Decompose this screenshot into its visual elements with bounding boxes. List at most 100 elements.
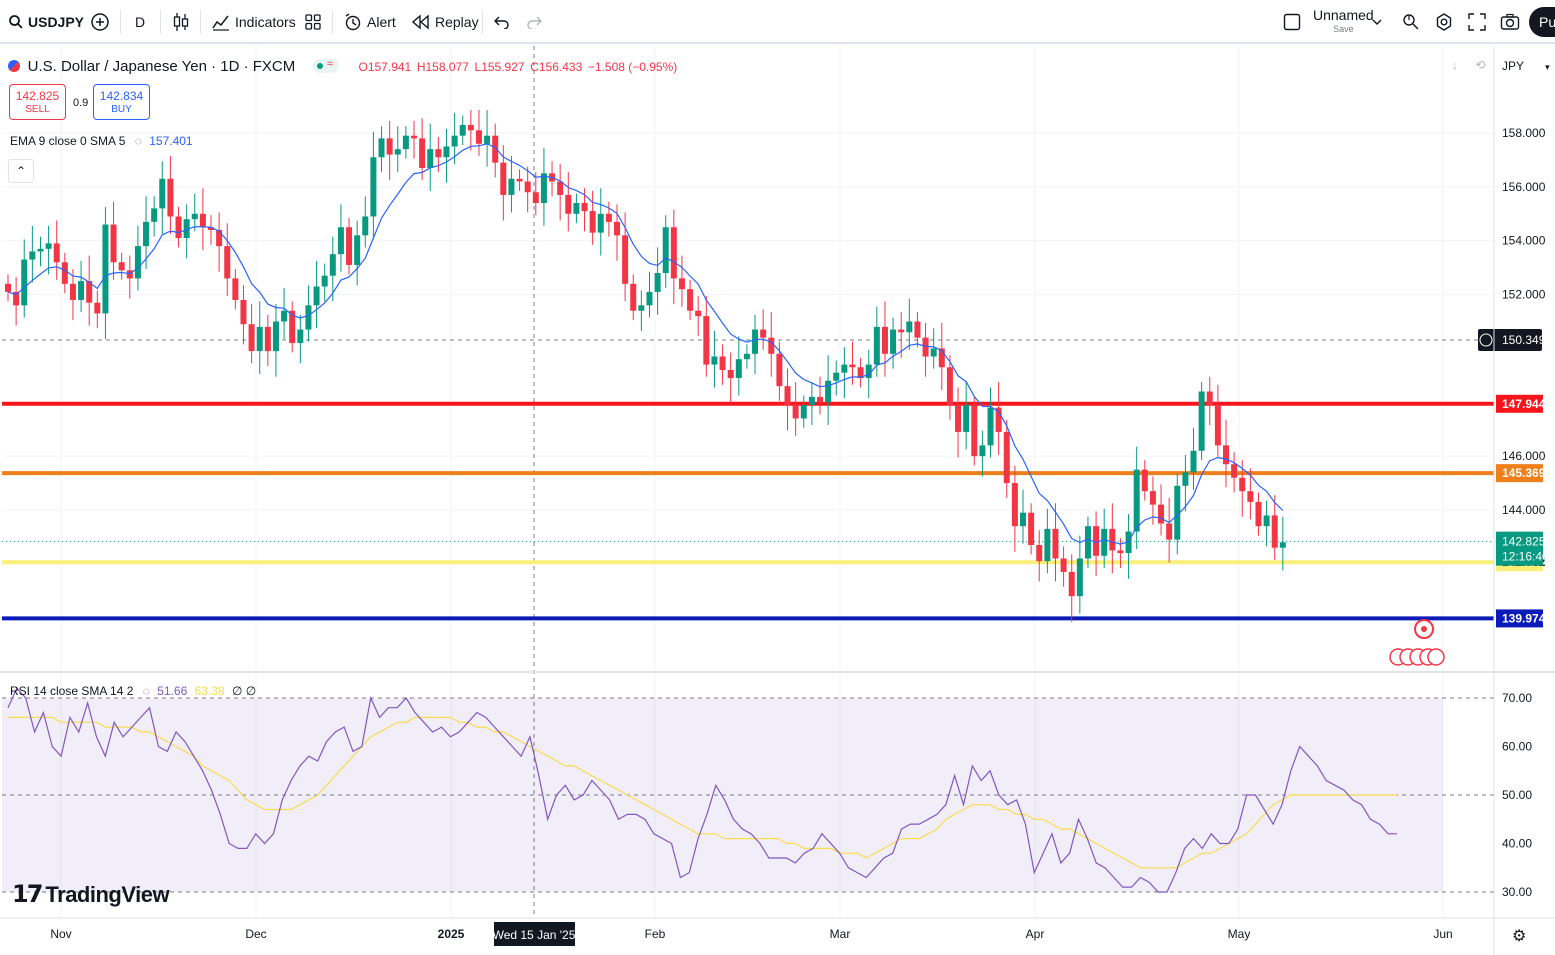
candle-body — [1076, 558, 1083, 597]
candle-body — [557, 181, 564, 195]
alert-button[interactable]: Alert — [344, 0, 396, 44]
candle-body — [1174, 485, 1181, 540]
candle-body — [938, 348, 945, 368]
snapshot-button[interactable] — [1500, 0, 1520, 44]
candle-body — [792, 404, 799, 419]
currency-selector[interactable]: JPY ▾ — [1502, 59, 1550, 73]
rsi-band — [2, 697, 1494, 893]
candle-body — [1198, 391, 1205, 451]
axes: 158.000 156.000 154.000 152.000 146.000 144.0… — [0, 46, 1555, 955]
sell-label: SELL — [25, 104, 50, 115]
toolbar-divider — [482, 10, 483, 34]
candle-body — [1117, 550, 1124, 554]
candle-body — [484, 135, 491, 144]
interval-button[interactable]: D — [135, 0, 145, 44]
level-label: 139.974 — [1502, 611, 1546, 625]
candle-body — [337, 227, 344, 255]
candle-body — [370, 157, 377, 217]
candle-body — [614, 221, 620, 236]
quick-search-button[interactable] — [1402, 0, 1420, 44]
fullscreen-button[interactable] — [1468, 0, 1486, 44]
buy-button[interactable]: 142.834 BUY — [93, 84, 150, 120]
candle-body — [1190, 450, 1197, 473]
redo-icon — [527, 16, 542, 29]
toolbar-divider — [120, 10, 121, 34]
horizontal-lines — [2, 401, 1494, 621]
candle-body — [159, 178, 166, 209]
candle-body — [492, 135, 499, 163]
symbol-search[interactable]: USDJPY — [8, 0, 84, 44]
chevron-down-icon: ▾ — [1545, 62, 1550, 72]
publish-label: Pu — [1539, 14, 1555, 30]
candle-body — [386, 138, 393, 155]
candle-body — [1149, 491, 1156, 505]
candle-body — [102, 224, 109, 314]
candle-body — [743, 353, 750, 360]
candle-body — [719, 356, 726, 370]
price-tick-label: 158.000 — [1502, 126, 1546, 140]
replay-icon — [412, 14, 429, 30]
candle-body — [1011, 483, 1018, 527]
candle-body — [678, 278, 685, 290]
candle-body — [1109, 528, 1116, 551]
scroll-controls[interactable]: ↓ ⟲ — [1452, 58, 1485, 72]
toolbar-divider — [332, 10, 333, 34]
rsi-legend: RSI 14 close SMA 14 2 ◌ 51.66 63.38 ∅ ∅ — [10, 684, 256, 698]
candles-icon — [173, 13, 189, 31]
replay-button[interactable]: Replay — [412, 0, 479, 44]
settings-corner-button[interactable]: ⚙ — [1512, 926, 1526, 946]
candle-body — [69, 283, 76, 300]
indicators-button[interactable]: Indicators — [212, 0, 296, 44]
candle-body — [86, 281, 93, 303]
crosshair-price-label: 150.349 — [1502, 333, 1546, 347]
candle-body — [475, 130, 482, 144]
layout-name: Unnamed — [1313, 7, 1374, 23]
symbol-legend: U.S. Dollar / Japanese Yen · 1D · FXCM ≈… — [8, 58, 677, 75]
candle-body — [256, 326, 263, 352]
ema-value: 157.401 — [149, 134, 193, 148]
candle-body — [467, 124, 474, 131]
candle-body — [703, 316, 710, 365]
candle-body — [1044, 528, 1051, 562]
candle-body — [411, 135, 417, 139]
candle-body — [670, 227, 677, 279]
candle-body — [825, 380, 832, 403]
candle-body — [784, 386, 791, 405]
layout-dropdown[interactable] — [1372, 0, 1382, 44]
publish-button[interactable]: Pu — [1529, 7, 1555, 37]
templates-button[interactable] — [305, 0, 321, 44]
candle-body — [1133, 469, 1140, 532]
layout-name-button[interactable]: Unnamed Save — [1313, 0, 1374, 44]
candle-body — [922, 337, 929, 357]
layout-toggle[interactable] — [1283, 0, 1301, 44]
candle-body — [817, 396, 823, 403]
price-chart[interactable]: 158.000 156.000 154.000 152.000 146.000 144.0… — [0, 44, 1555, 955]
sell-button[interactable]: 142.825 SELL — [9, 84, 66, 120]
level-label-bg — [1496, 609, 1543, 628]
candle-body — [13, 291, 20, 306]
candle-body — [833, 372, 840, 381]
last-price-label: 142.825 — [1502, 535, 1546, 549]
candle-body — [45, 243, 52, 249]
undo-button[interactable] — [494, 0, 510, 44]
refresh-icon: ◌ — [142, 684, 150, 698]
candle-body — [971, 404, 978, 457]
currency-label: JPY — [1502, 59, 1524, 73]
candle-body — [321, 275, 328, 287]
candle-body — [995, 407, 1002, 432]
candle-body — [1068, 571, 1075, 597]
settings-button[interactable] — [1435, 0, 1453, 44]
rsi-value: 51.66 — [157, 684, 188, 698]
candle-body — [354, 235, 361, 265]
collapse-legend-button[interactable]: ⌃ — [8, 159, 34, 183]
time-tick-label: May — [1228, 927, 1251, 941]
last-price-bg — [1496, 531, 1543, 566]
redo-button[interactable] — [526, 0, 542, 44]
compare-button[interactable] — [90, 0, 110, 44]
candle-body — [61, 262, 68, 284]
legend-open: O157.941 — [358, 60, 412, 74]
candle-body — [987, 407, 994, 446]
chart-type-button[interactable] — [172, 0, 190, 44]
candle-body — [808, 396, 815, 405]
candle-body — [1036, 545, 1043, 562]
